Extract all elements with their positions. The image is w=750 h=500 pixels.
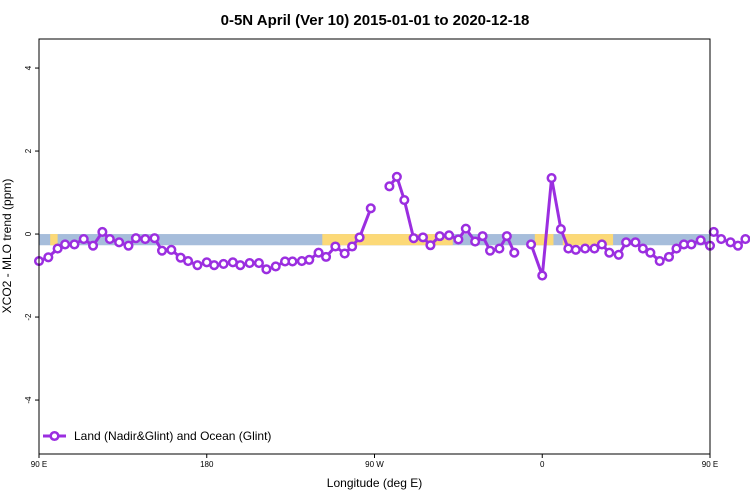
land-band — [534, 234, 554, 246]
data-point — [313, 247, 324, 258]
data-point — [740, 233, 750, 245]
data-point — [425, 240, 436, 251]
data-point — [52, 243, 63, 254]
legend-marker — [49, 430, 60, 442]
data-point — [114, 237, 125, 248]
data-point — [686, 239, 697, 250]
data-point — [270, 261, 281, 272]
data-point — [637, 243, 648, 254]
data-point — [97, 226, 108, 238]
data-point — [88, 240, 99, 251]
legend-entry: Land (Nadir&Glint) and Ocean (Glint) — [74, 429, 271, 443]
data-point — [320, 251, 332, 262]
data-point — [43, 252, 54, 263]
data-point — [555, 224, 566, 235]
x-tick-label: 90 E — [31, 460, 47, 469]
data-point — [399, 194, 410, 206]
land-band — [322, 234, 453, 246]
data-point — [391, 171, 402, 182]
data-point — [695, 235, 706, 246]
data-point — [630, 237, 641, 248]
data-point — [417, 232, 429, 243]
y-axis-label: XCO2 - MLO trend (ppm) — [0, 179, 14, 314]
data-point — [621, 237, 632, 248]
data-point — [123, 240, 134, 251]
data-point — [671, 243, 682, 254]
data-point — [78, 233, 89, 245]
data-point — [365, 203, 376, 214]
data-point — [526, 239, 537, 250]
y-tick-label: 0 — [24, 231, 33, 236]
data-point — [354, 232, 365, 243]
land-band — [562, 234, 614, 246]
series-layer — [33, 171, 750, 281]
chart-title: 0-5N April (Ver 10) 2015-01-01 to 2020-1… — [221, 12, 530, 29]
data-point — [537, 270, 548, 281]
data-point — [149, 233, 160, 244]
data-point — [708, 226, 719, 238]
plot-frame — [38, 38, 711, 455]
data-point — [253, 258, 264, 269]
data-point — [104, 233, 115, 245]
data-point — [434, 231, 445, 242]
data-point — [477, 231, 488, 242]
x-tick-label: 90 E — [702, 460, 718, 469]
data-point — [604, 247, 615, 258]
y-tick-label: 4 — [24, 65, 33, 70]
data-point — [580, 243, 591, 254]
x-axis-label: Longitude (deg E) — [327, 476, 422, 490]
data-point — [304, 254, 315, 265]
data-point — [509, 247, 520, 258]
data-point — [339, 248, 350, 259]
data-point — [613, 249, 624, 260]
data-point — [261, 264, 272, 275]
data-point — [654, 255, 665, 267]
land-band — [50, 234, 58, 246]
data-point — [166, 244, 177, 255]
x-axis: 90 E 180 90 W 0 90 E — [31, 454, 718, 469]
data-point — [69, 239, 80, 250]
data-point — [192, 260, 203, 271]
x-tick-label: 90 W — [365, 460, 384, 469]
data-point — [235, 260, 246, 271]
data-point — [645, 247, 656, 258]
data-point — [183, 255, 194, 267]
data-point — [596, 239, 607, 250]
y-axis: -4 -2 0 2 4 — [24, 65, 39, 404]
data-point — [408, 233, 419, 244]
data-point — [716, 233, 727, 245]
data-point — [384, 181, 395, 192]
data-point — [589, 243, 600, 254]
data-point — [156, 245, 168, 256]
data-point — [130, 233, 141, 244]
y-tick-label: -4 — [24, 396, 33, 404]
y-tick-label: 2 — [24, 148, 33, 153]
data-point — [460, 223, 471, 234]
x-tick-label: 180 — [200, 460, 214, 469]
data-point — [330, 241, 341, 252]
y-tick-label: -2 — [24, 313, 33, 321]
data-point — [732, 240, 744, 251]
data-point — [570, 244, 581, 255]
data-point — [244, 258, 255, 269]
data-point — [501, 231, 512, 242]
data-point — [60, 239, 71, 250]
data-point — [347, 241, 358, 252]
data-point — [453, 234, 464, 245]
legend: Land (Nadir&Glint) and Ocean (Glint) — [43, 429, 271, 443]
data-point — [218, 258, 229, 269]
data-point — [444, 230, 455, 241]
data-point — [140, 233, 151, 245]
data-point — [470, 236, 481, 247]
data-point — [485, 245, 496, 256]
data-point — [494, 243, 505, 254]
x-tick-label: 0 — [540, 460, 545, 469]
data-point — [287, 256, 298, 267]
data-point — [209, 260, 220, 271]
surface-band — [39, 234, 710, 246]
data-point — [663, 251, 675, 262]
data-point — [546, 172, 557, 184]
